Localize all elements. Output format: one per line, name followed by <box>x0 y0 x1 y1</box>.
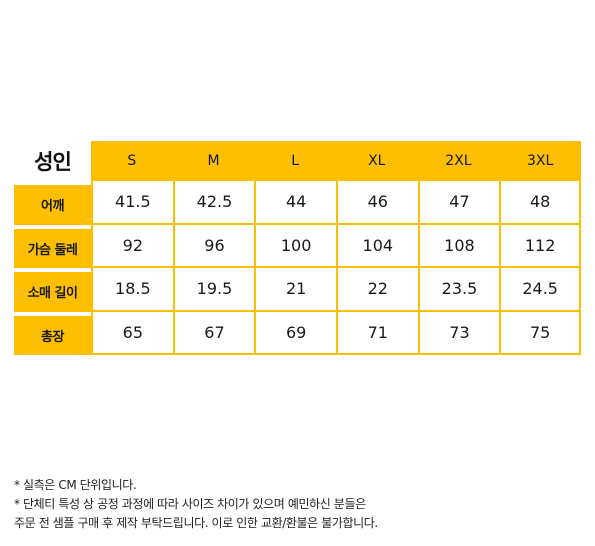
value-cell: 112 <box>499 224 581 268</box>
size-header-2xl: 2XL <box>417 141 500 181</box>
note-unit: * 실측은 CM 단위입니다. <box>14 478 137 492</box>
size-header-l: L <box>254 141 336 181</box>
size-notes: * 실측은 CM 단위입니다. * 단체티 특성 상 공정 과정에 따라 사이즈… <box>14 476 584 533</box>
value-cell: 21 <box>254 268 336 312</box>
row-sleeve: 소매 길이 18.5 19.5 21 22 23.5 24.5 <box>14 268 581 312</box>
value-cell: 108 <box>417 224 500 268</box>
size-header-row: 성인 S M L XL 2XL 3XL <box>14 141 581 181</box>
row-label-length: 총장 <box>14 311 91 355</box>
size-chart-table: 성인 S M L XL 2XL 3XL 어깨 41.5 42.5 44 46 4… <box>14 141 581 355</box>
row-chest: 가슴 둘레 92 96 100 104 108 112 <box>14 224 581 268</box>
value-cell: 24.5 <box>499 268 581 312</box>
chart-title: 성인 <box>14 141 91 181</box>
note-variance: * 단체티 특성 상 공정 과정에 따라 사이즈 차이가 있으며 예민하신 분들… <box>14 497 366 511</box>
value-cell: 92 <box>91 224 173 268</box>
size-header-s: S <box>91 141 173 181</box>
value-cell: 71 <box>335 311 418 355</box>
value-cell: 100 <box>254 224 336 268</box>
value-cell: 75 <box>499 311 581 355</box>
row-label-sleeve: 소매 길이 <box>14 268 91 312</box>
value-cell: 69 <box>254 311 336 355</box>
row-length: 총장 65 67 69 71 73 75 <box>14 311 581 355</box>
row-label-shoulder: 어깨 <box>14 181 91 225</box>
value-cell: 96 <box>172 224 255 268</box>
value-cell: 23.5 <box>417 268 500 312</box>
size-header-m: M <box>172 141 255 181</box>
value-cell: 19.5 <box>172 268 255 312</box>
value-cell: 48 <box>499 181 581 225</box>
row-shoulder: 어깨 41.5 42.5 44 46 47 48 <box>14 181 581 225</box>
value-cell: 67 <box>172 311 255 355</box>
value-cell: 22 <box>335 268 418 312</box>
value-cell: 41.5 <box>91 181 173 225</box>
size-header-xl: XL <box>335 141 418 181</box>
value-cell: 65 <box>91 311 173 355</box>
row-label-chest: 가슴 둘레 <box>14 224 91 268</box>
value-cell: 73 <box>417 311 500 355</box>
value-cell: 104 <box>335 224 418 268</box>
value-cell: 42.5 <box>172 181 255 225</box>
value-cell: 46 <box>335 181 418 225</box>
value-cell: 18.5 <box>91 268 173 312</box>
value-cell: 47 <box>417 181 500 225</box>
value-cell: 44 <box>254 181 336 225</box>
note-sample: 주문 전 샘플 구매 후 제작 부탁드립니다. 이로 인한 교환/환불은 불가합… <box>14 516 378 530</box>
size-header-3xl: 3XL <box>499 141 581 181</box>
